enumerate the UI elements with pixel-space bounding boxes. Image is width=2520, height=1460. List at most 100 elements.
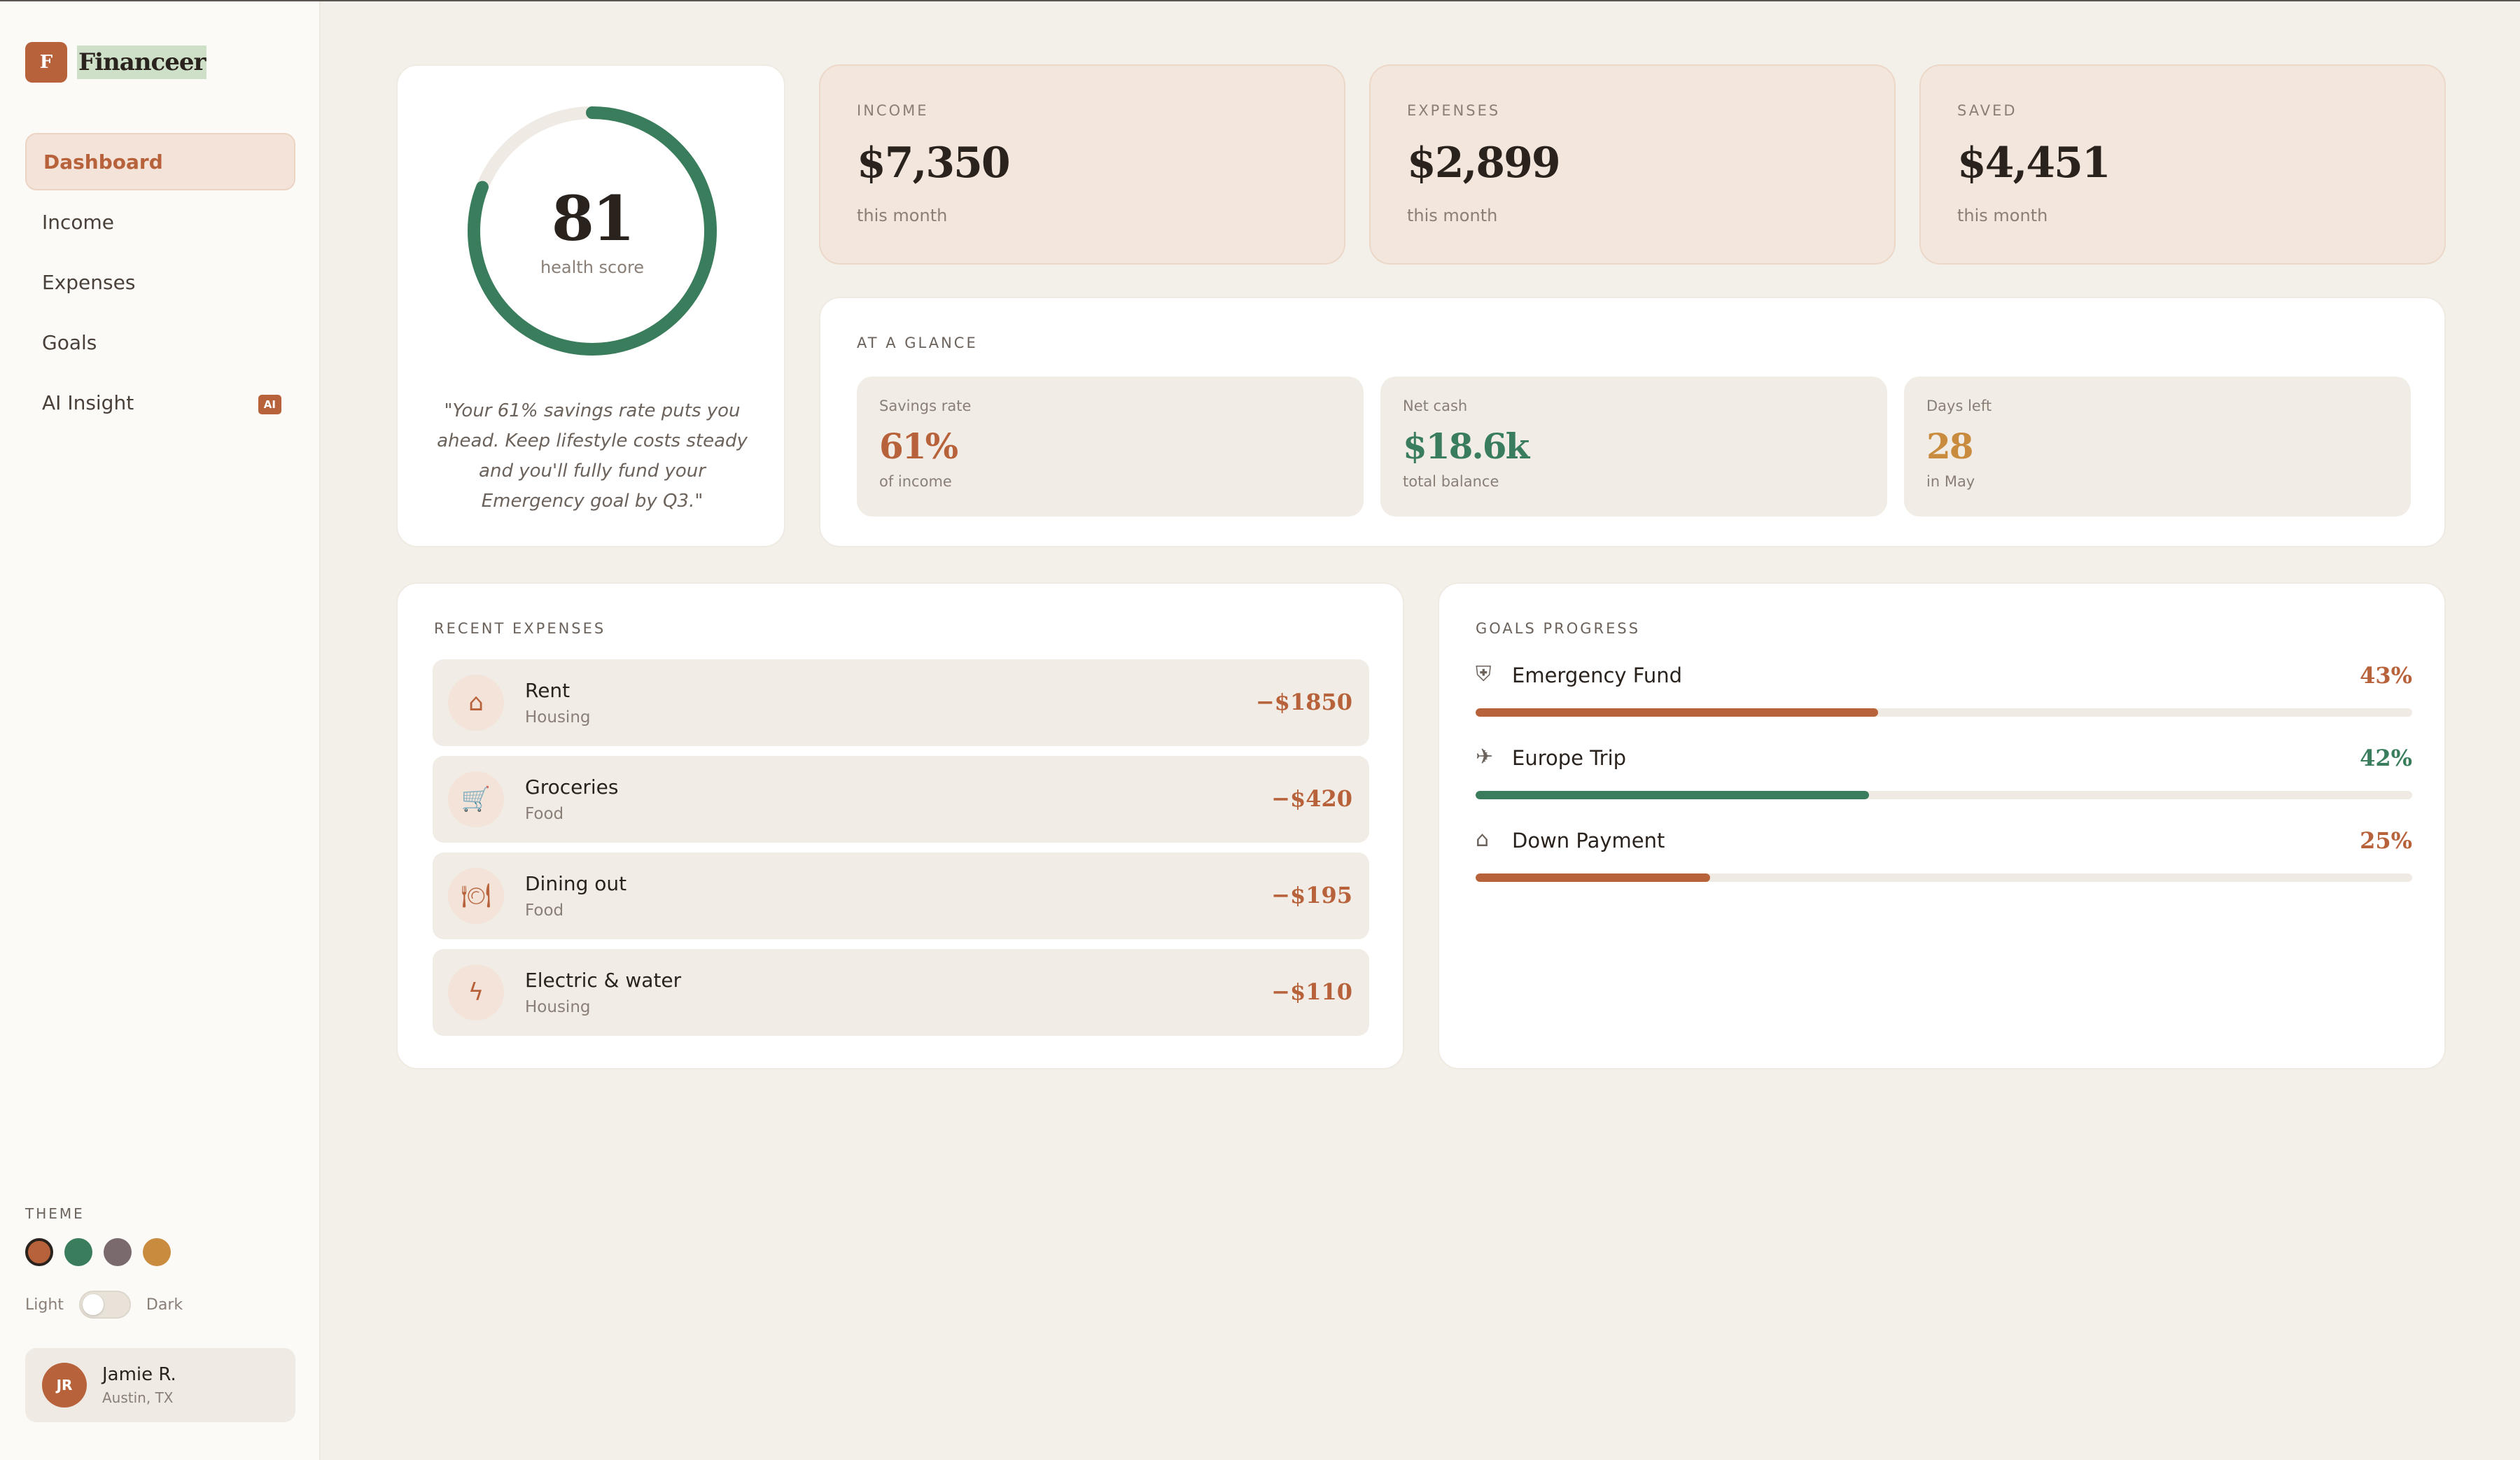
house-icon: ⌂ bbox=[448, 675, 504, 731]
stat-value: $4,451 bbox=[1957, 139, 2111, 188]
ring-progress bbox=[468, 106, 717, 356]
theme-swatch-amber[interactable] bbox=[143, 1238, 171, 1266]
tile-sub: in May bbox=[1926, 473, 1975, 490]
goal-percent: 25% bbox=[2360, 827, 2412, 854]
user-location: Austin, TX bbox=[102, 1389, 174, 1406]
tile-label: Days left bbox=[1926, 398, 1992, 414]
expense-name: Dining out bbox=[525, 872, 627, 895]
expense-category: Housing bbox=[525, 708, 591, 727]
theme-swatches bbox=[25, 1238, 182, 1266]
mode-dark-label: Dark bbox=[146, 1296, 183, 1314]
sidebar-item-label: Goals bbox=[42, 330, 97, 354]
saved-card[interactable]: SAVED $4,451 this month bbox=[1919, 64, 2446, 265]
shield-icon: ⛨ bbox=[1476, 662, 1492, 687]
goal-progress-fill bbox=[1476, 873, 1710, 882]
goal-emergency-fund[interactable]: ⛨ Emergency Fund 43% bbox=[1476, 662, 2412, 718]
logo-icon: F bbox=[25, 42, 67, 83]
health-score-value: 81 bbox=[551, 182, 635, 255]
window-top-border bbox=[0, 0, 2520, 1]
section-title: GOALS PROGRESS bbox=[1476, 620, 1641, 637]
stat-sub: this month bbox=[1957, 206, 2048, 225]
tile-label: Savings rate bbox=[879, 398, 972, 414]
glance-tile-days-left: Days left 28 in May bbox=[1904, 377, 2411, 517]
goal-name: Down Payment bbox=[1512, 829, 1665, 852]
mode-light-label: Light bbox=[25, 1296, 64, 1314]
dark-mode-toggle[interactable] bbox=[78, 1291, 131, 1319]
plane-icon: ✈ bbox=[1476, 745, 1494, 769]
expense-name: Rent bbox=[525, 679, 570, 702]
user-meta: Jamie R. Austin, TX bbox=[102, 1364, 176, 1406]
sidebar-item-income[interactable]: Income bbox=[25, 193, 295, 251]
tile-sub: total balance bbox=[1403, 473, 1499, 490]
stat-sub: this month bbox=[1407, 206, 1498, 225]
toggle-knob bbox=[82, 1294, 104, 1315]
user-name: Jamie R. bbox=[102, 1364, 176, 1385]
app-name: Financeer bbox=[77, 45, 207, 79]
theme-swatch-terracotta[interactable] bbox=[25, 1238, 53, 1266]
expense-name: Electric & water bbox=[525, 969, 682, 992]
expense-amount: −$110 bbox=[1271, 978, 1352, 1005]
goal-percent: 43% bbox=[2360, 662, 2412, 689]
goal-progress-fill bbox=[1476, 708, 1879, 717]
health-score-ring bbox=[468, 106, 717, 356]
stat-value: $2,899 bbox=[1407, 139, 1561, 188]
ai-badge: AI bbox=[258, 395, 281, 414]
goals-progress-card: GOALS PROGRESS ⛨ Emergency Fund 43% ✈ Eu… bbox=[1438, 582, 2446, 1069]
sidebar-item-expenses[interactable]: Expenses bbox=[25, 253, 295, 311]
ai-insight-quote: "Your 61% savings rate puts you ahead. K… bbox=[437, 400, 748, 512]
user-card[interactable]: JR Jamie R. Austin, TX bbox=[25, 1348, 295, 1422]
sidebar-item-label: Expenses bbox=[42, 270, 136, 294]
expense-category: Food bbox=[525, 805, 564, 823]
theme-swatch-green[interactable] bbox=[64, 1238, 92, 1266]
at-a-glance-card: AT A GLANCE Savings rate 61% of income N… bbox=[819, 297, 2446, 547]
section-title: RECENT EXPENSES bbox=[434, 620, 606, 637]
recent-expenses-card: RECENT EXPENSES ⌂ Rent Housing −$1850 🛒 … bbox=[396, 582, 1404, 1069]
plate-icon: 🍽 bbox=[448, 868, 504, 924]
theme-label: THEME bbox=[25, 1205, 85, 1222]
sidebar: F Financeer Dashboard Income Expenses Go… bbox=[0, 1, 321, 1460]
goal-progress-fill bbox=[1476, 791, 1869, 799]
goal-percent: 42% bbox=[2360, 745, 2412, 771]
income-card[interactable]: INCOME $7,350 this month bbox=[819, 64, 1345, 265]
glance-tile-net-cash: Net cash $18.6k total balance bbox=[1380, 377, 1887, 517]
goal-name: Emergency Fund bbox=[1512, 664, 1683, 687]
sidebar-item-label: Income bbox=[42, 210, 115, 234]
theme-swatch-mauve[interactable] bbox=[104, 1238, 132, 1266]
sidebar-item-label: Dashboard bbox=[43, 150, 163, 174]
health-score-label: health score bbox=[540, 258, 645, 277]
tile-value: $18.6k bbox=[1403, 426, 1530, 467]
sidebar-item-label: AI Insight bbox=[42, 391, 134, 414]
expense-amount: −$1850 bbox=[1255, 689, 1352, 715]
section-title: AT A GLANCE bbox=[857, 335, 978, 351]
expense-amount: −$195 bbox=[1271, 882, 1352, 908]
goal-europe-trip[interactable]: ✈ Europe Trip 42% bbox=[1476, 745, 2412, 801]
sidebar-item-ai-insight[interactable]: AI Insight AI bbox=[25, 374, 295, 431]
expense-category: Housing bbox=[525, 998, 591, 1016]
sidebar-nav: Dashboard Income Expenses Goals AI Insig… bbox=[25, 133, 295, 434]
expenses-card[interactable]: EXPENSES $2,899 this month bbox=[1369, 64, 1896, 265]
list-item[interactable]: ⌂ Rent Housing −$1850 bbox=[433, 659, 1369, 746]
sidebar-item-dashboard[interactable]: Dashboard bbox=[25, 133, 295, 190]
brand[interactable]: F Financeer bbox=[25, 42, 207, 83]
goal-progress-track bbox=[1476, 873, 2412, 882]
tile-value: 61% bbox=[879, 426, 958, 467]
goal-progress-track bbox=[1476, 708, 2412, 717]
goal-down-payment[interactable]: ⌂ Down Payment 25% bbox=[1476, 827, 2412, 883]
goal-name: Europe Trip bbox=[1512, 746, 1627, 770]
list-item[interactable]: 🍽 Dining out Food −$195 bbox=[433, 852, 1369, 939]
bolt-icon: ϟ bbox=[448, 964, 504, 1020]
sidebar-item-goals[interactable]: Goals bbox=[25, 314, 295, 371]
expense-name: Groceries bbox=[525, 775, 619, 799]
tile-label: Net cash bbox=[1403, 398, 1468, 414]
glance-tile-savings-rate: Savings rate 61% of income bbox=[857, 377, 1364, 517]
expense-category: Food bbox=[525, 901, 564, 920]
stat-label: SAVED bbox=[1957, 102, 2017, 119]
list-item[interactable]: 🛒 Groceries Food −$420 bbox=[433, 756, 1369, 843]
tile-value: 28 bbox=[1926, 426, 1974, 467]
avatar: JR bbox=[42, 1363, 87, 1408]
stat-label: EXPENSES bbox=[1407, 102, 1501, 119]
house-icon: ⌂ bbox=[1476, 827, 1490, 852]
mode-row: Light Dark bbox=[25, 1291, 183, 1319]
list-item[interactable]: ϟ Electric & water Housing −$110 bbox=[433, 949, 1369, 1036]
stat-sub: this month bbox=[857, 206, 948, 225]
